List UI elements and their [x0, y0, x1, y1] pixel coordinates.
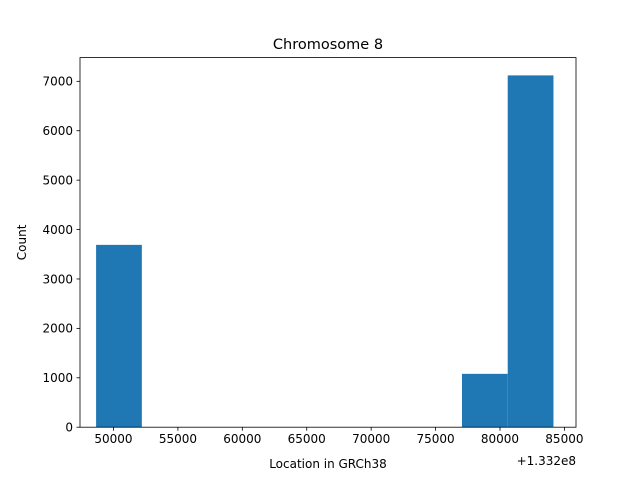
chart-title: Chromosome 8 — [273, 37, 383, 53]
x-tick-label: 70000 — [352, 432, 390, 446]
y-tick-label: 0 — [65, 421, 73, 435]
y-tick-label: 1000 — [42, 371, 73, 385]
y-tick-label: 3000 — [42, 272, 73, 286]
x-tick-label: 60000 — [223, 432, 261, 446]
y-tick-label: 2000 — [42, 322, 73, 336]
y-axis-label: Count — [15, 224, 29, 260]
plot-frame — [79, 57, 577, 428]
y-tick-label: 6000 — [42, 124, 73, 138]
x-tick-label: 75000 — [416, 432, 454, 446]
x-axis-offset-label: +1.332e8 — [517, 454, 576, 468]
histogram-bar-8 — [461, 373, 508, 428]
x-tick-label: 55000 — [159, 432, 197, 446]
y-tick-label: 4000 — [42, 223, 73, 237]
x-axis-label: Location in GRCh38 — [269, 457, 387, 471]
x-tick-label: 65000 — [288, 432, 326, 446]
histogram-bar-9 — [507, 75, 554, 428]
x-axis-ticks: 50000 55000 60000 65000 70000 75000 80000 85000 — [94, 427, 583, 446]
x-tick-label: 85000 — [545, 432, 583, 446]
histogram-bar-0 — [96, 244, 142, 428]
y-axis-ticks: 0 1000 2000 3000 4000 5000 6000 7000 — [42, 75, 80, 435]
x-tick-label: 50000 — [94, 432, 132, 446]
bars-group — [96, 75, 554, 428]
y-tick-label: 5000 — [42, 173, 73, 187]
x-tick-label: 80000 — [481, 432, 519, 446]
y-tick-label: 7000 — [42, 75, 73, 89]
